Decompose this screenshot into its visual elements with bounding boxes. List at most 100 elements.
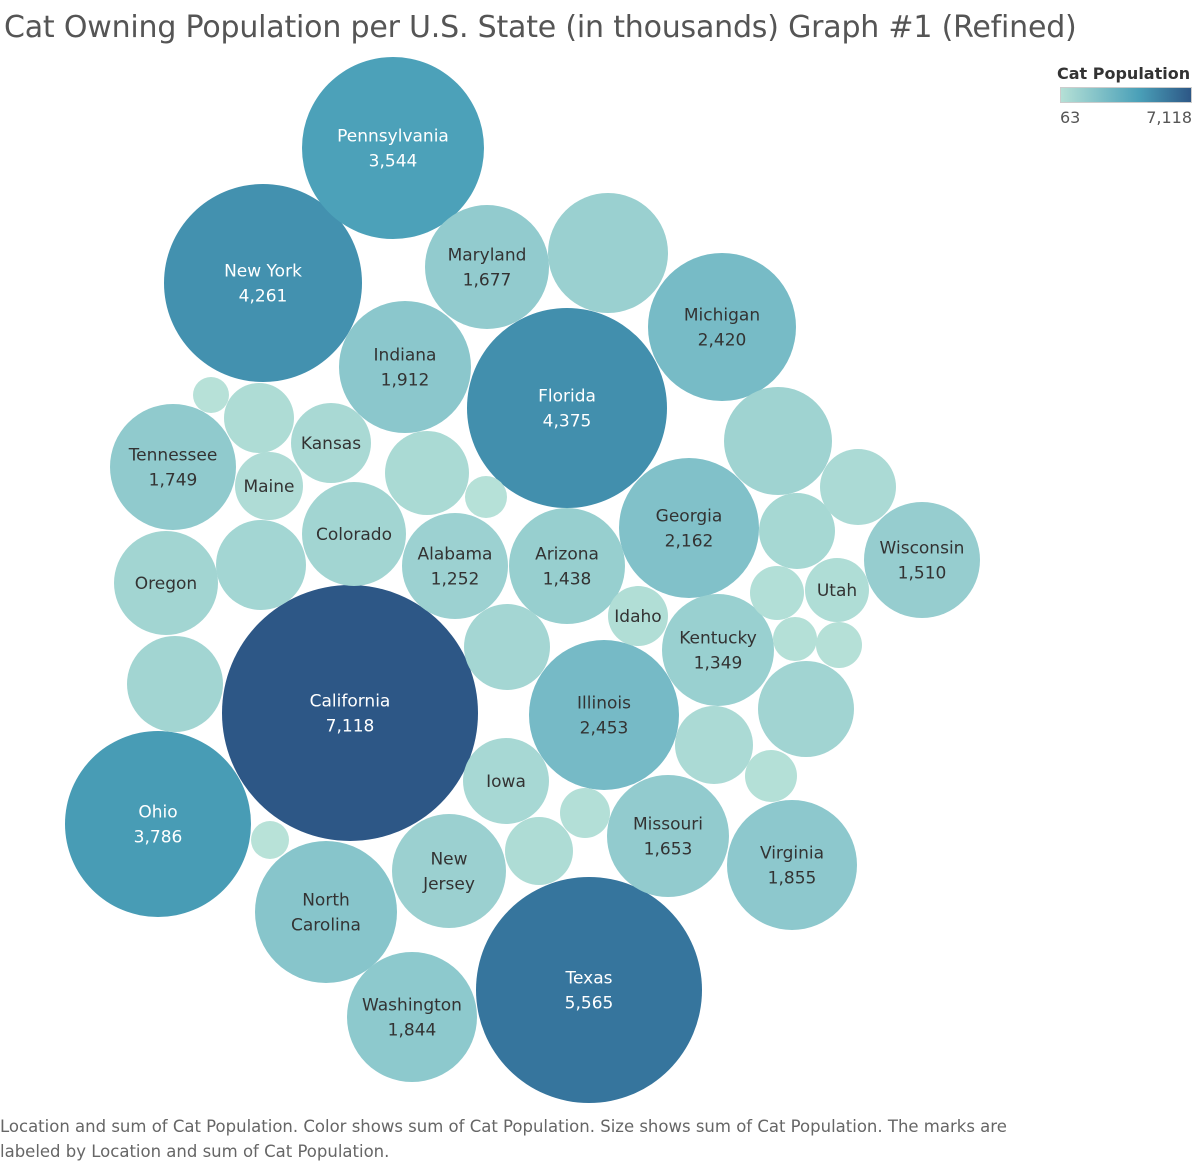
bubble-value-georgia: 2,162 bbox=[665, 532, 714, 552]
bubble-label-tennessee: Tennessee bbox=[128, 446, 218, 466]
bubble-value-pennsylvania: 3,544 bbox=[369, 152, 418, 172]
color-legend: Cat Population 63 7,118 bbox=[1056, 64, 1194, 127]
bubble-georgia[interactable] bbox=[619, 458, 759, 598]
bubble-label-new-jersey: New bbox=[430, 850, 467, 870]
bubble-unlabeled-28[interactable] bbox=[464, 604, 550, 690]
bubble-value-wisconsin: 1,510 bbox=[898, 564, 947, 584]
bubble-california[interactable] bbox=[222, 585, 478, 841]
bubble-label-utah: Utah bbox=[817, 581, 857, 601]
bubble-label-texas: Texas bbox=[565, 969, 613, 989]
bubble-label-kansas: Kansas bbox=[301, 434, 361, 454]
bubble-label-idaho: Idaho bbox=[614, 607, 661, 627]
bubble-tennessee[interactable] bbox=[110, 404, 236, 530]
bubble-label-maine: Maine bbox=[243, 477, 294, 497]
bubble-kansas[interactable] bbox=[291, 403, 371, 483]
bubble-value-michigan: 2,420 bbox=[698, 331, 747, 351]
bubble-label-missouri: Missouri bbox=[633, 815, 703, 835]
bubble-label-north-carolina: Carolina bbox=[291, 916, 361, 936]
bubble-maine[interactable] bbox=[235, 452, 303, 520]
bubble-arizona[interactable] bbox=[509, 508, 625, 624]
bubble-label-north-carolina: North bbox=[302, 891, 350, 911]
bubble-label-maryland: Maryland bbox=[448, 246, 527, 266]
legend-max-label: 7,118 bbox=[1146, 108, 1192, 127]
bubble-value-texas: 5,565 bbox=[565, 994, 614, 1014]
bubble-label-washington: Washington bbox=[362, 996, 462, 1016]
bubble-label-kentucky: Kentucky bbox=[679, 629, 757, 649]
bubble-michigan[interactable] bbox=[648, 253, 796, 401]
bubble-label-wisconsin: Wisconsin bbox=[880, 539, 965, 559]
bubble-unlabeled-42[interactable] bbox=[773, 617, 817, 661]
bubble-label-alabama: Alabama bbox=[418, 545, 493, 565]
bubble-label-new-jersey: Jersey bbox=[422, 875, 475, 895]
bubble-unlabeled-33[interactable] bbox=[675, 706, 753, 784]
bubble-label-oregon: Oregon bbox=[135, 574, 197, 594]
bubble-idaho[interactable] bbox=[608, 586, 668, 646]
bubble-unlabeled-46[interactable] bbox=[193, 377, 229, 413]
bubble-colorado[interactable] bbox=[302, 482, 406, 586]
bubble-wisconsin[interactable] bbox=[864, 502, 980, 618]
bubble-value-indiana: 1,912 bbox=[381, 371, 430, 391]
bubble-unlabeled-23[interactable] bbox=[548, 193, 668, 313]
bubble-value-new-york: 4,261 bbox=[239, 287, 288, 307]
bubble-label-virginia: Virginia bbox=[760, 844, 824, 864]
bubble-texas[interactable] bbox=[476, 877, 702, 1103]
bubble-value-ohio: 3,786 bbox=[134, 828, 183, 848]
bubble-label-new-york: New York bbox=[224, 262, 302, 282]
bubble-unlabeled-24[interactable] bbox=[724, 387, 832, 495]
bubble-missouri[interactable] bbox=[607, 775, 729, 897]
bubble-virginia[interactable] bbox=[727, 800, 857, 930]
bubble-unlabeled-27[interactable] bbox=[216, 520, 306, 610]
bubble-unlabeled-29[interactable] bbox=[759, 493, 835, 569]
bubble-indiana[interactable] bbox=[339, 301, 471, 433]
bubble-label-california: California bbox=[310, 692, 391, 712]
bubble-ohio[interactable] bbox=[65, 731, 251, 917]
bubble-value-kentucky: 1,349 bbox=[694, 654, 743, 674]
bubble-value-washington: 1,844 bbox=[388, 1021, 437, 1041]
bubble-label-georgia: Georgia bbox=[656, 507, 723, 527]
chart-caption: Location and sum of Cat Population. Colo… bbox=[0, 1117, 1007, 1161]
bubble-unlabeled-26[interactable] bbox=[758, 661, 854, 757]
bubble-value-florida: 4,375 bbox=[543, 412, 592, 432]
bubble-value-alabama: 1,252 bbox=[431, 570, 480, 590]
bubble-unlabeled-43[interactable] bbox=[745, 750, 797, 802]
bubble-illinois[interactable] bbox=[529, 640, 679, 790]
bubble-unlabeled-34[interactable] bbox=[820, 449, 896, 525]
bubble-unlabeled-35[interactable] bbox=[505, 817, 573, 885]
bubble-label-colorado: Colorado bbox=[316, 525, 392, 545]
bubble-value-illinois: 2,453 bbox=[580, 719, 629, 739]
bubble-unlabeled-40[interactable] bbox=[750, 566, 804, 620]
bubble-kentucky[interactable] bbox=[662, 594, 774, 706]
bubble-iowa[interactable] bbox=[463, 738, 549, 824]
bubble-unlabeled-47[interactable] bbox=[251, 821, 289, 859]
bubble-unlabeled-25[interactable] bbox=[127, 636, 223, 732]
bubble-value-virginia: 1,855 bbox=[768, 869, 817, 889]
bubble-value-tennessee: 1,749 bbox=[149, 471, 198, 491]
bubble-unlabeled-36[interactable] bbox=[224, 383, 294, 453]
bubble-label-arizona: Arizona bbox=[535, 545, 599, 565]
bubble-value-missouri: 1,653 bbox=[644, 840, 693, 860]
bubble-north-carolina[interactable] bbox=[255, 841, 397, 983]
legend-min-label: 63 bbox=[1060, 108, 1081, 127]
bubble-florida[interactable] bbox=[467, 308, 667, 508]
bubble-unlabeled-32[interactable] bbox=[385, 431, 469, 515]
bubble-alabama[interactable] bbox=[402, 513, 508, 619]
bubble-unlabeled-45[interactable] bbox=[465, 476, 507, 518]
bubble-value-maryland: 1,677 bbox=[463, 271, 512, 291]
bubble-new-york[interactable] bbox=[164, 184, 362, 382]
bubble-oregon[interactable] bbox=[114, 531, 218, 635]
bubble-label-pennsylvania: Pennsylvania bbox=[337, 127, 449, 147]
bubble-label-indiana: Indiana bbox=[374, 346, 437, 366]
bubble-value-california: 7,118 bbox=[326, 717, 375, 737]
chart-title: Cat Owning Population per U.S. State (in… bbox=[4, 10, 1077, 45]
bubble-unlabeled-44[interactable] bbox=[816, 622, 862, 668]
bubble-label-illinois: Illinois bbox=[577, 694, 631, 714]
bubble-maryland[interactable] bbox=[425, 205, 549, 329]
bubble-new-jersey[interactable] bbox=[392, 814, 506, 928]
bubble-utah[interactable] bbox=[805, 558, 869, 622]
bubble-pennsylvania[interactable] bbox=[302, 57, 484, 239]
bubble-label-iowa: Iowa bbox=[486, 772, 526, 792]
bubble-washington[interactable] bbox=[347, 952, 477, 1082]
bubble-label-ohio: Ohio bbox=[138, 803, 177, 823]
bubble-unlabeled-41[interactable] bbox=[560, 788, 610, 838]
